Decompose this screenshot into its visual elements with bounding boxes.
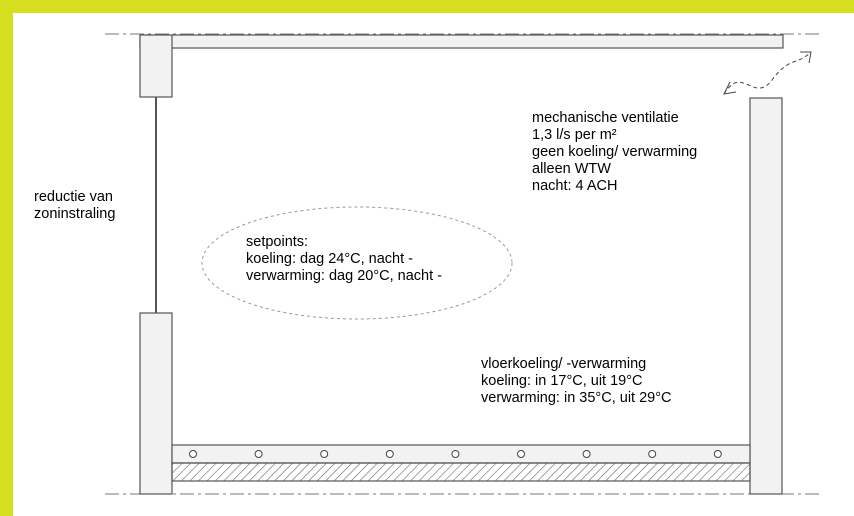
pipe-circle [320, 450, 329, 458]
airflow-arrowhead-start [723, 81, 737, 95]
roof-slab [139, 34, 784, 49]
floor-pipes [189, 450, 722, 458]
pipe-circle [582, 450, 591, 458]
pipe-circle [385, 450, 394, 458]
label-line: koeling: in 17°C, uit 19°C [481, 373, 643, 389]
label-line: nacht: 4 ACH [532, 178, 618, 194]
left-wall-upper [139, 34, 173, 98]
label-line: verwarming: in 35°C, uit 29°C [481, 390, 672, 406]
label-setpoints: setpoints: koeling: dag 24°C, nacht - ve… [246, 234, 442, 285]
label-line: alleen WTW [532, 161, 611, 177]
label-line: mechanische ventilatie [532, 110, 679, 126]
floor-slab-hatched [171, 462, 751, 482]
right-wall [749, 97, 783, 495]
label-line: verwarming: dag 20°C, nacht - [246, 268, 442, 284]
setpoints-ellipse [201, 206, 513, 320]
label-line: setpoints: [246, 234, 309, 250]
left-wall-lower [139, 312, 173, 495]
label-line: 1,3 l/s per m² [532, 127, 617, 143]
label-line: reductie van [34, 189, 113, 205]
label-floor-system: vloerkoeling/ -verwarming koeling: in 17… [481, 356, 672, 407]
label-ventilation: mechanische ventilatie 1,3 l/s per m² ge… [532, 110, 697, 195]
airflow-arrowhead-end [800, 51, 812, 64]
pipe-circle [189, 450, 197, 458]
pipe-circle [648, 450, 657, 458]
label-line: koeling: dag 24°C, nacht - [246, 251, 414, 267]
label-line: geen koeling/ verwarming [532, 144, 698, 160]
airflow-arrow [723, 51, 812, 95]
pipe-circle [517, 450, 525, 458]
label-line: zoninstraling [34, 206, 116, 222]
pipe-circle [451, 450, 460, 458]
pipe-circle [254, 450, 263, 458]
pipe-circle [713, 450, 722, 458]
label-sun-reduction: reductie van zoninstraling [34, 189, 115, 223]
label-line: vloerkoeling/ -verwarming [481, 356, 647, 372]
